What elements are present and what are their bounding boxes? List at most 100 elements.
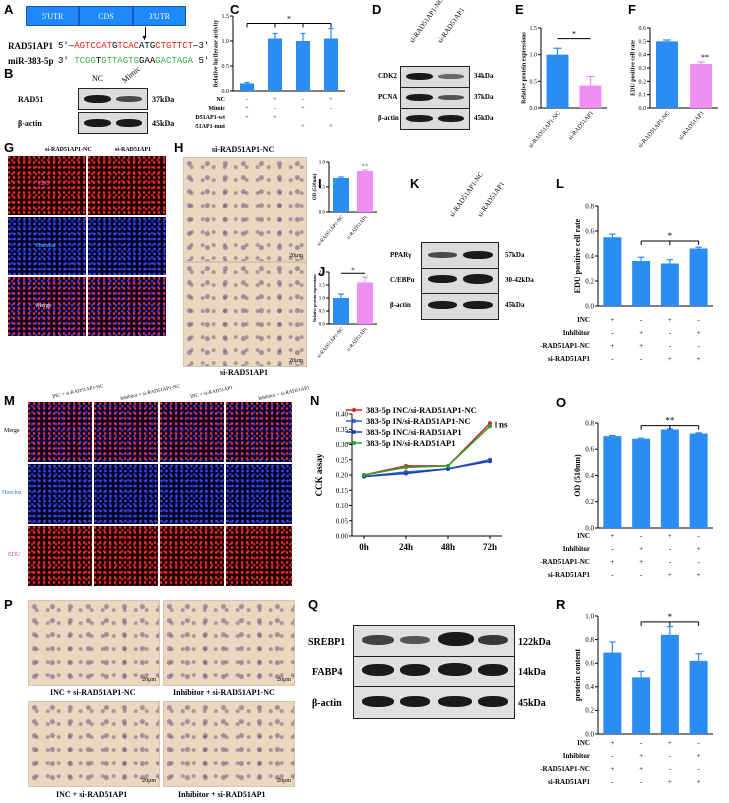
table-sign: - bbox=[640, 532, 643, 540]
y-tick-label: 0.6 bbox=[639, 26, 647, 32]
table-sign: + bbox=[697, 545, 701, 553]
table-sign: - bbox=[669, 558, 672, 566]
seq-part: CTGTTCT bbox=[155, 41, 194, 51]
data-point bbox=[362, 473, 366, 477]
g-img-hoechst-nc bbox=[8, 217, 86, 275]
y-axis-label: Relative protein expressions bbox=[521, 31, 527, 103]
chart-o: 0.0 0.2 0.4 0.6 0.8 OD (510nm) INC + - + - Inhibito… bbox=[540, 416, 713, 579]
segment-5utr: 5'UTR bbox=[26, 6, 80, 26]
series-line bbox=[363, 425, 491, 476]
chart-r: 0.0 0.2 0.4 0.6 0.8 1.0 protein content INC + - + -… bbox=[540, 612, 713, 786]
blot-d-row-cdk2: CDK2 bbox=[378, 72, 398, 80]
table-sign: + bbox=[639, 765, 643, 773]
blot-b-kda-actin: 45kDa bbox=[152, 119, 175, 128]
table-sign: - bbox=[669, 329, 672, 337]
x-category-label: si-RAD51AP1 bbox=[678, 110, 705, 141]
data-point bbox=[488, 421, 492, 426]
sig-label: * bbox=[351, 266, 355, 274]
y-axis-label: OD (510nm) bbox=[313, 173, 318, 200]
x-tick-label: 0h bbox=[359, 542, 369, 552]
table-sign: - bbox=[274, 106, 276, 112]
panel-label-p: P bbox=[4, 597, 13, 612]
table-row-label: NC bbox=[216, 97, 225, 103]
table-sign: + bbox=[668, 739, 672, 747]
y-tick-label: 0.4 bbox=[639, 53, 647, 59]
table-sign: - bbox=[697, 558, 700, 566]
p-label-1: INC + si-RAD51AP1-NC bbox=[50, 688, 136, 697]
blot-q-kda-fabp4: 14kDa bbox=[518, 667, 546, 678]
g-img-merge-si bbox=[88, 277, 166, 336]
bar bbox=[632, 261, 651, 306]
table-row-label: si-RAD51AP1-NC bbox=[540, 342, 590, 350]
bar bbox=[603, 436, 622, 528]
table-row-label: Inhibitor bbox=[563, 752, 590, 760]
panel-label-r: R bbox=[556, 597, 566, 612]
blot-q-row-fabp4: FABP4 bbox=[312, 667, 343, 678]
table-row-label: Inhibitor bbox=[563, 545, 590, 553]
panel-label-j: J bbox=[318, 264, 326, 279]
y-tick-label: 0.40 bbox=[336, 411, 349, 419]
table-sign: + bbox=[610, 739, 614, 747]
seq-part: T bbox=[95, 56, 102, 66]
bar bbox=[357, 171, 373, 212]
bar bbox=[333, 178, 349, 212]
y-tick-label: 0.30 bbox=[336, 441, 349, 449]
y-tick-label: 0.5 bbox=[222, 64, 230, 70]
bar bbox=[579, 85, 602, 108]
g-row-edu: EDU bbox=[38, 181, 51, 187]
x-tick-label: 24h bbox=[399, 542, 413, 552]
chart-n: 0.00 0.05 0.10 0.15 0.20 0.25 0.30 0.35 0.40 0h 24… bbox=[314, 405, 508, 552]
sig-label: ** bbox=[362, 163, 370, 171]
bar bbox=[603, 237, 622, 306]
bar bbox=[689, 433, 708, 528]
seq2-name: miR-383-5p bbox=[8, 56, 54, 66]
blot-k-row-cebp: C/EBPα bbox=[390, 276, 415, 284]
seq-part: GAA bbox=[139, 56, 156, 66]
h-img-si: 20μm bbox=[183, 262, 307, 367]
p-img-2: 20μm bbox=[163, 600, 295, 686]
table-sign: - bbox=[669, 545, 672, 553]
table-row-label: RAD51AP1-mut bbox=[195, 124, 225, 130]
x-category-label: si-RAD51AP1 bbox=[346, 327, 369, 353]
p-label-3: INC + si-RAD51AP1 bbox=[56, 790, 128, 799]
ns-label: ns bbox=[499, 420, 508, 430]
y-tick-label: 0.10 bbox=[336, 502, 349, 510]
y-tick-label: 0.25 bbox=[336, 456, 349, 464]
table-sign: + bbox=[610, 342, 614, 350]
table-sign: - bbox=[697, 316, 700, 324]
y-tick-label: 0.5 bbox=[319, 186, 326, 191]
y-tick-label: 0.5 bbox=[639, 39, 647, 45]
table-sign: - bbox=[697, 765, 700, 773]
seq-part: AGTC bbox=[74, 41, 96, 51]
p-img-3: 20μm bbox=[28, 701, 160, 787]
series-line bbox=[363, 459, 491, 478]
blot-q-kda-srebp1: 122kDa bbox=[518, 637, 551, 648]
x-tick-label: 72h bbox=[483, 542, 497, 552]
seq-suffix: 5' bbox=[193, 56, 210, 66]
blot-b-col-mimic: Mimic bbox=[120, 64, 143, 85]
blot-b-row-rad51: RAD51 bbox=[18, 95, 44, 104]
blot-d-row-pcna: PCNA bbox=[378, 93, 398, 101]
rad51ap1-sequence: 5'—AGTCCATGTCACATGCTGTTCT—3' bbox=[58, 41, 209, 51]
y-tick-label: 0.2 bbox=[585, 277, 594, 285]
arrow-down-icon: ▼ bbox=[141, 34, 148, 42]
blot-d-row-actin: β-actin bbox=[378, 114, 399, 122]
panel-label-q: Q bbox=[308, 597, 319, 612]
sig-label: * bbox=[668, 612, 673, 622]
data-point bbox=[488, 424, 492, 429]
bar bbox=[603, 652, 622, 734]
blot-k bbox=[421, 242, 499, 320]
bar bbox=[333, 298, 349, 324]
blot-d-kda-pcna: 37kDa bbox=[474, 93, 494, 101]
data-point bbox=[446, 466, 450, 471]
panel-label-m: M bbox=[4, 393, 15, 408]
table-sign: - bbox=[611, 355, 614, 363]
x-tick-label: 48h bbox=[441, 542, 455, 552]
y-tick-label: 0.0 bbox=[639, 106, 647, 112]
sig-label: * bbox=[572, 30, 576, 39]
bar bbox=[357, 282, 373, 324]
y-tick-label: 0.1 bbox=[639, 93, 647, 99]
table-sign: - bbox=[611, 545, 614, 553]
seq-part: TCA bbox=[117, 41, 134, 51]
